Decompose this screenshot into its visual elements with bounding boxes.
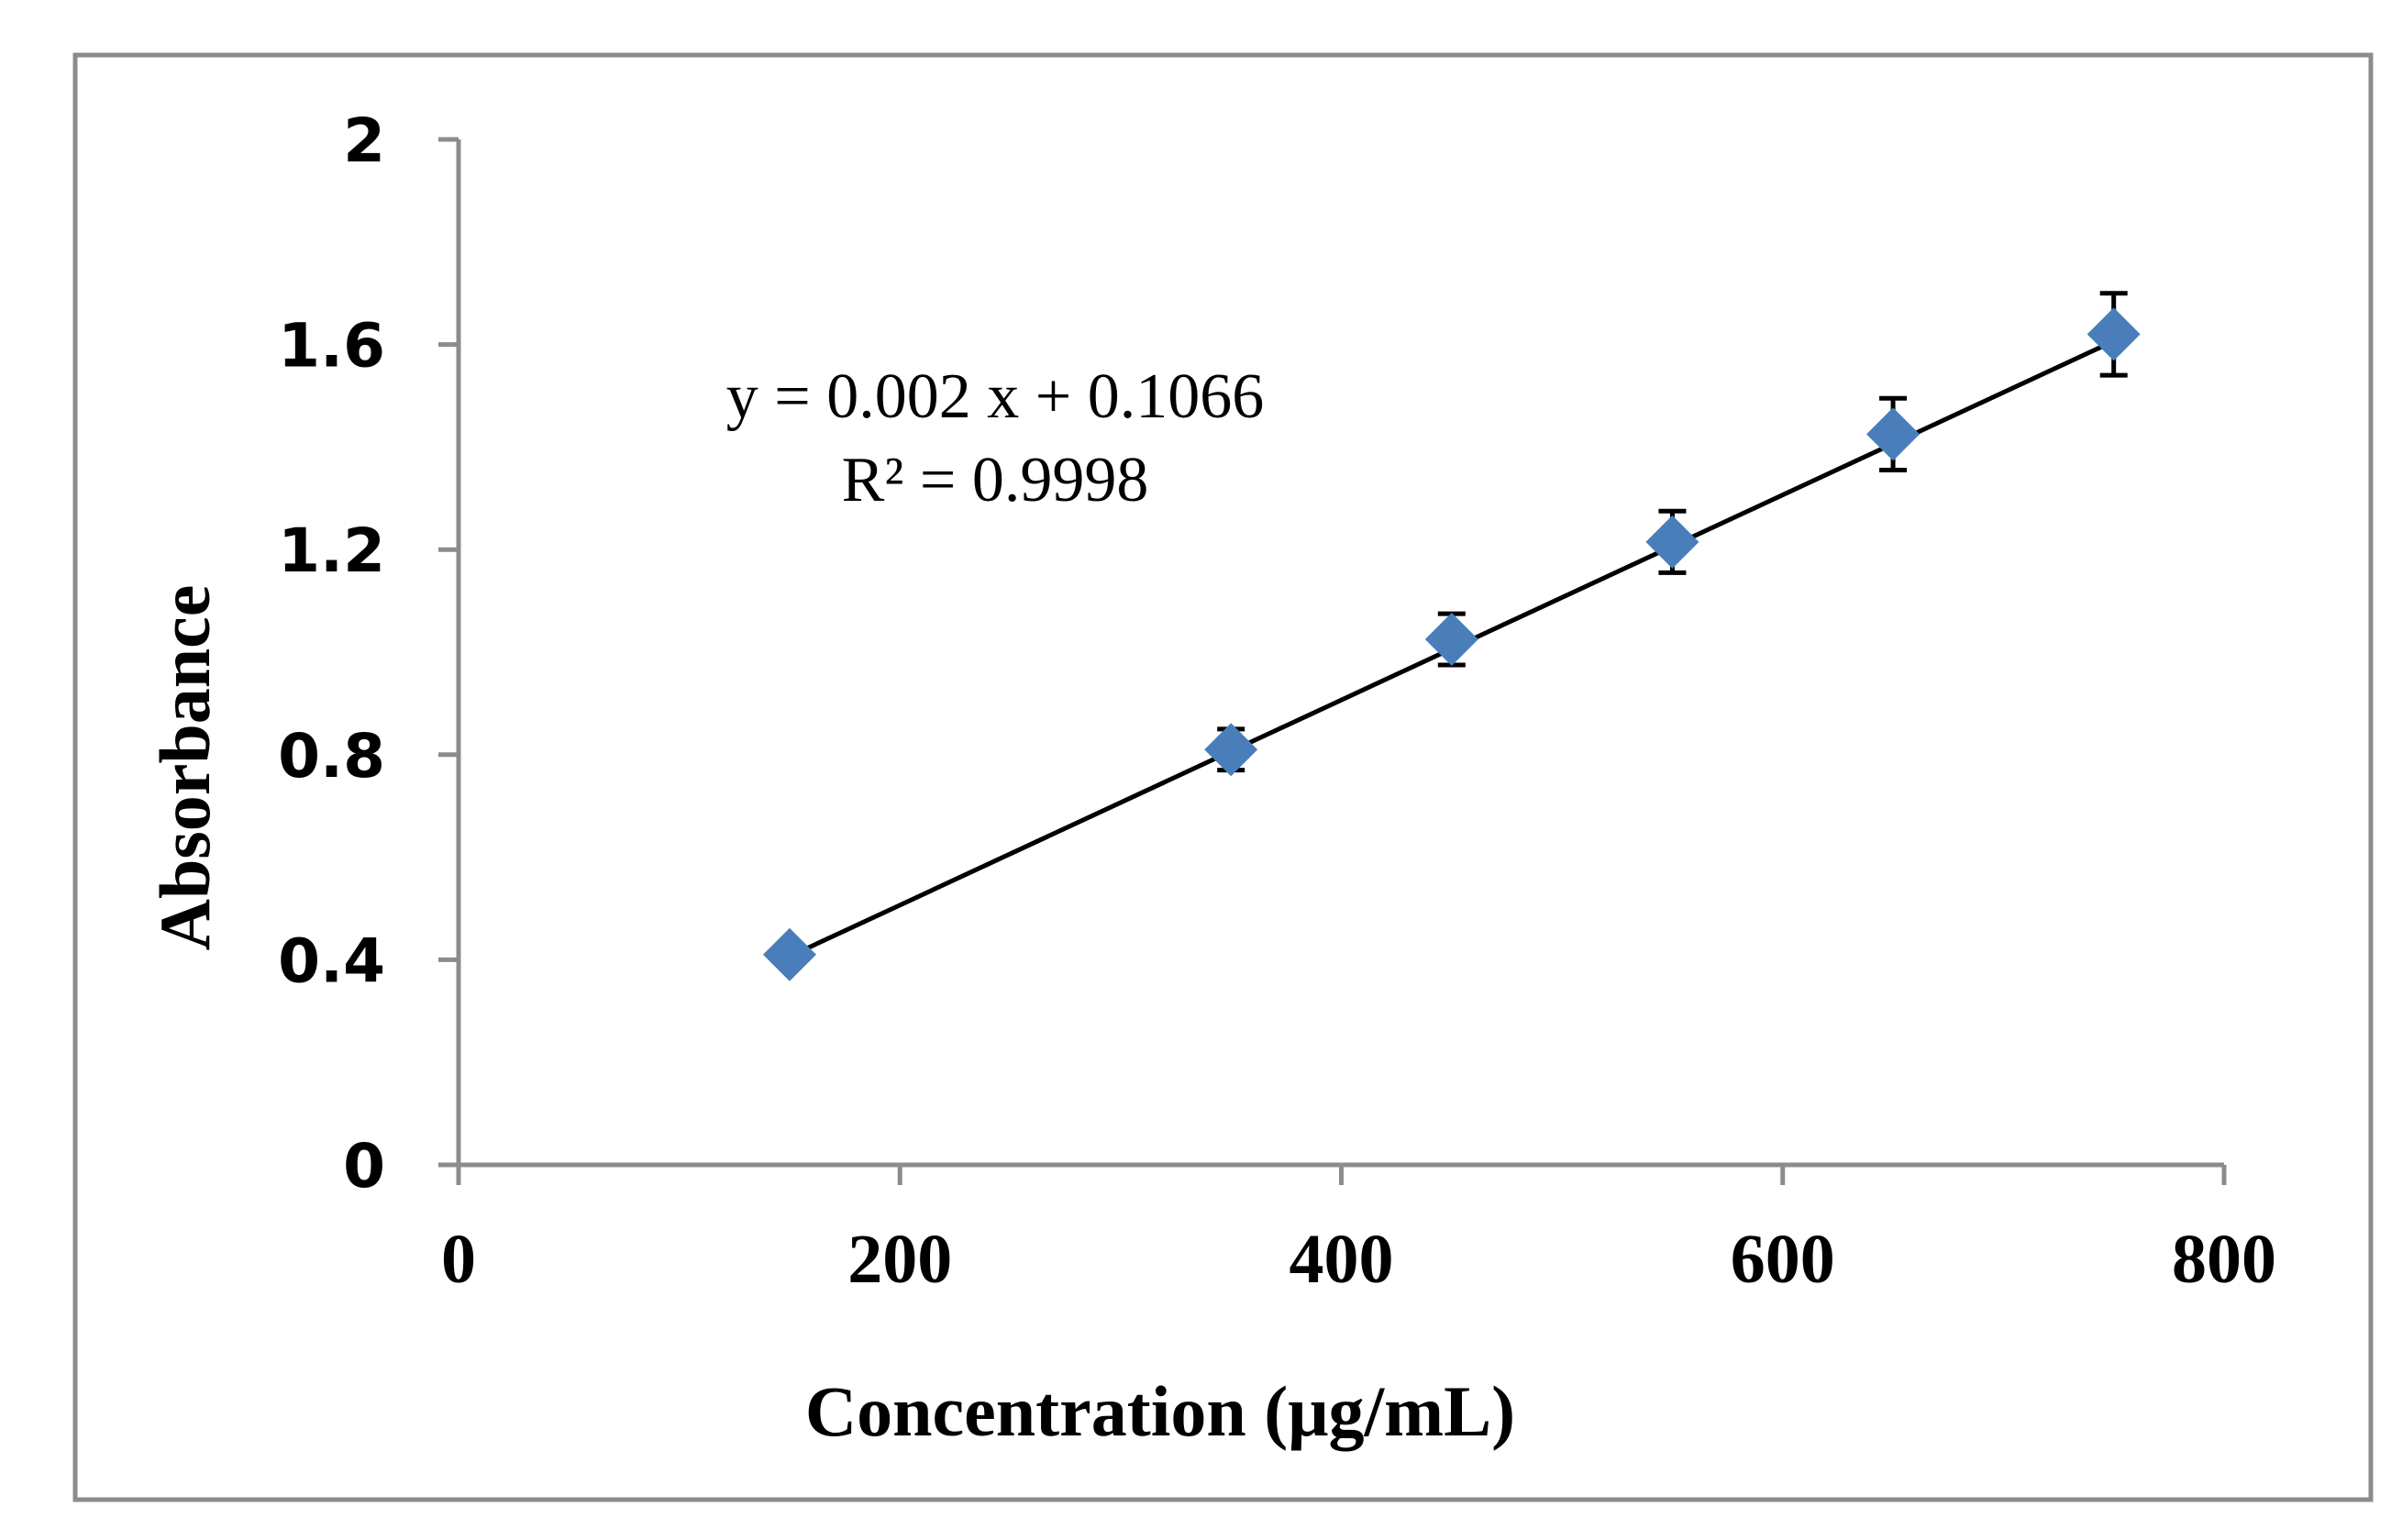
data-points — [762, 307, 2141, 981]
x-tick-label: 0 — [441, 1221, 476, 1298]
x-axis-title: Concentration (μg/mL) — [805, 1371, 1515, 1451]
x-tick-label: 400 — [1290, 1221, 1394, 1298]
y-tick-label: 2 — [343, 105, 385, 176]
chart-frame — [72, 52, 2374, 1502]
data-point-diamond — [762, 927, 816, 981]
equation-annotation: y = 0.002 x + 0.1066 — [726, 361, 1264, 432]
x-tick-label: 800 — [2172, 1221, 2276, 1298]
x-tick-label: 600 — [1731, 1221, 1835, 1298]
axes — [438, 137, 2227, 1185]
y-tick-label: 0.8 — [278, 721, 385, 792]
y-tick-label: 0 — [343, 1131, 385, 1202]
y-tick-label: 1.6 — [278, 311, 385, 382]
tick-labels: 0 0.4 0.8 1.2 1.6 2 0 200 400 600 800 — [278, 105, 2276, 1298]
data-point-diamond — [2087, 307, 2141, 361]
r-squared-annotation: R² = 0.9998 — [842, 445, 1149, 515]
y-tick-label: 0.4 — [278, 925, 385, 996]
data-point-diamond — [1866, 407, 1920, 461]
y-tick-label: 1.2 — [278, 515, 385, 586]
x-tick-label: 200 — [847, 1221, 952, 1298]
y-axis-title: Absorbance — [145, 585, 225, 951]
data-point-diamond — [1204, 723, 1258, 777]
data-point-diamond — [1424, 613, 1478, 667]
data-point-diamond — [1645, 515, 1699, 569]
